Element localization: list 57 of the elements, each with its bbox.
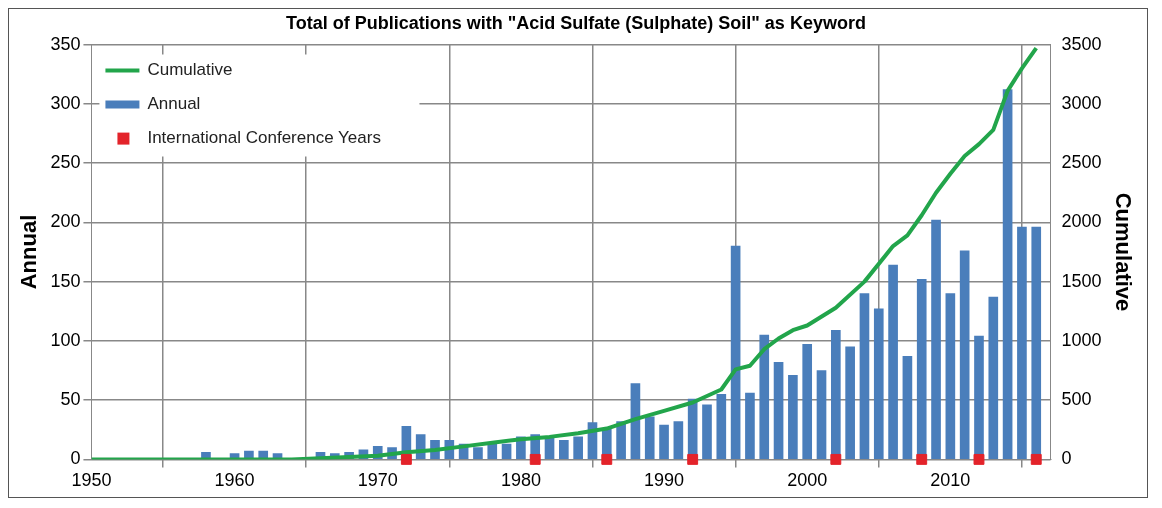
y2-tick-label: 500 bbox=[1061, 389, 1092, 410]
bar bbox=[659, 424, 669, 459]
bar bbox=[959, 250, 970, 459]
bar bbox=[730, 245, 741, 459]
y2-tick-label: 1000 bbox=[1061, 329, 1102, 350]
bar bbox=[816, 370, 827, 459]
bar bbox=[873, 308, 884, 459]
bar bbox=[473, 447, 483, 459]
bar bbox=[902, 355, 913, 459]
bar bbox=[859, 293, 870, 459]
x-tick-label: 1990 bbox=[644, 470, 685, 491]
x-tick-label: 2000 bbox=[787, 470, 828, 491]
bar bbox=[788, 374, 798, 459]
bar bbox=[845, 346, 855, 459]
bar bbox=[559, 440, 569, 459]
bar bbox=[802, 344, 813, 459]
x-tick-label: 1960 bbox=[214, 470, 255, 491]
y2-axis-title: Cumulative bbox=[1110, 192, 1136, 312]
y2-tick-label: 0 bbox=[1061, 448, 1072, 469]
y-tick-label: 350 bbox=[50, 33, 81, 54]
bar bbox=[773, 361, 784, 459]
bar bbox=[702, 404, 712, 459]
bar bbox=[888, 264, 898, 459]
bar bbox=[931, 219, 941, 459]
bar bbox=[487, 443, 498, 459]
bar bbox=[501, 443, 512, 459]
y-tick-label: 0 bbox=[70, 448, 81, 469]
bar bbox=[988, 296, 999, 459]
legend-label: Cumulative bbox=[147, 60, 233, 80]
y-axis-title: Annual bbox=[16, 214, 42, 290]
x-tick-label: 1980 bbox=[500, 470, 541, 491]
y2-tick-label: 3500 bbox=[1061, 33, 1102, 54]
y-tick-label: 100 bbox=[50, 329, 81, 350]
y2-tick-label: 1500 bbox=[1061, 270, 1102, 291]
y2-tick-label: 2500 bbox=[1061, 152, 1102, 173]
y2-tick-label: 2000 bbox=[1061, 211, 1102, 232]
y-tick-label: 150 bbox=[50, 270, 81, 291]
chart-title: Total of Publications with "Acid Sulfate (Sulphate) Soil" as Keyword bbox=[286, 12, 866, 33]
y-tick-label: 50 bbox=[60, 389, 81, 410]
y-tick-label: 300 bbox=[50, 92, 81, 113]
bar bbox=[759, 334, 770, 459]
x-tick-label: 1970 bbox=[357, 470, 398, 491]
legend-label: Annual bbox=[147, 94, 201, 114]
x-tick-label: 2010 bbox=[930, 470, 971, 491]
bar bbox=[945, 293, 956, 459]
x-tick-label: 1950 bbox=[71, 470, 112, 491]
bar bbox=[673, 421, 684, 459]
y2-tick-label: 3000 bbox=[1061, 92, 1102, 113]
bar bbox=[716, 393, 727, 459]
y-tick-label: 250 bbox=[50, 152, 81, 173]
y-tick-label: 200 bbox=[50, 211, 81, 232]
bar bbox=[1017, 226, 1027, 459]
bar bbox=[1002, 89, 1013, 459]
bar bbox=[644, 416, 655, 459]
bar bbox=[745, 392, 755, 459]
legend-label: International Conference Years bbox=[147, 128, 381, 148]
bar bbox=[573, 436, 583, 459]
